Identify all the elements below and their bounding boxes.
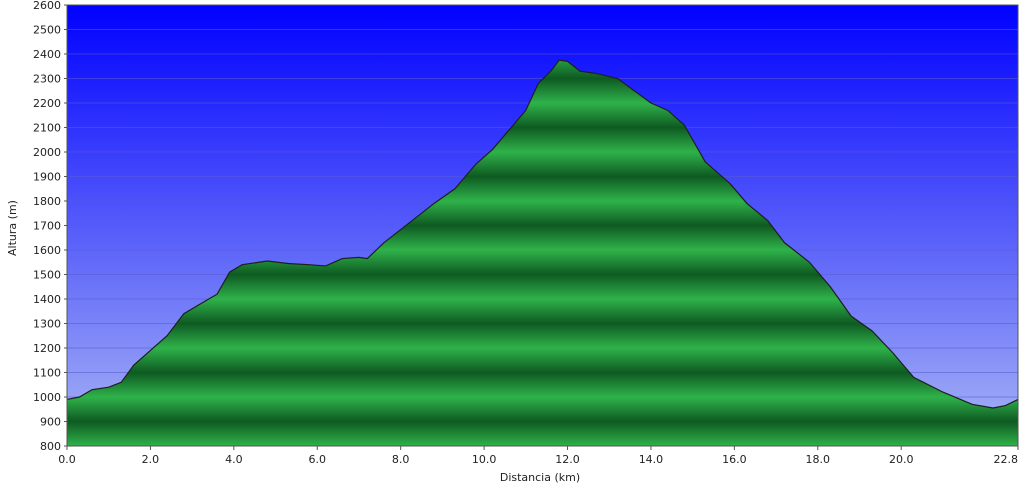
x-axis-ticks: 0.0 2.0 4.0 6.0 8.0 10.0 12.0 14.0 16.0 18.0 20.0 2… (58, 446, 1019, 466)
x-tick-label: 18.0 (806, 453, 831, 466)
x-tick-label: 20.0 (889, 453, 914, 466)
y-tick-label: 1200 (33, 342, 61, 355)
x-tick-label: 0.0 (58, 453, 76, 466)
x-tick-label: 14.0 (639, 453, 664, 466)
elevation-profile-line (67, 59, 1018, 409)
y-tick-label: 2200 (33, 97, 61, 110)
y-tick-label: 800 (40, 440, 61, 453)
x-tick-label: 16.0 (722, 453, 747, 466)
y-tick-label: 1400 (33, 293, 61, 306)
y-tick-label: 1100 (33, 367, 61, 380)
y-tick-label: 900 (40, 416, 61, 429)
y-axis-label: Altura (m) (6, 200, 19, 256)
y-tick-label: 2500 (33, 24, 61, 37)
x-tick-label: 2.0 (142, 453, 160, 466)
y-tick-label: 2300 (33, 73, 61, 86)
y-tick-label: 2100 (33, 122, 61, 135)
x-axis-label: Distancia (km) (500, 471, 580, 484)
y-axis-ticks: 800 900 1000 1100 1200 1300 1400 1500 1600 1700 18… (33, 0, 67, 453)
x-tick-label: 22.8 (994, 453, 1019, 466)
x-tick-label: 10.0 (472, 453, 497, 466)
y-tick-label: 1700 (33, 220, 61, 233)
y-tick-label: 2000 (33, 146, 61, 159)
y-tick-label: 2600 (33, 0, 61, 12)
y-tick-label: 1900 (33, 171, 61, 184)
y-tick-label: 1800 (33, 195, 61, 208)
x-tick-label: 6.0 (309, 453, 327, 466)
x-tick-label: 4.0 (225, 453, 243, 466)
y-tick-label: 1000 (33, 391, 61, 404)
elevation-area (67, 60, 1018, 446)
x-tick-label: 8.0 (392, 453, 410, 466)
y-tick-label: 2400 (33, 48, 61, 61)
y-tick-label: 1500 (33, 269, 61, 282)
y-tick-label: 1300 (33, 318, 61, 331)
y-tick-label: 1600 (33, 244, 61, 257)
x-tick-label: 12.0 (555, 453, 580, 466)
